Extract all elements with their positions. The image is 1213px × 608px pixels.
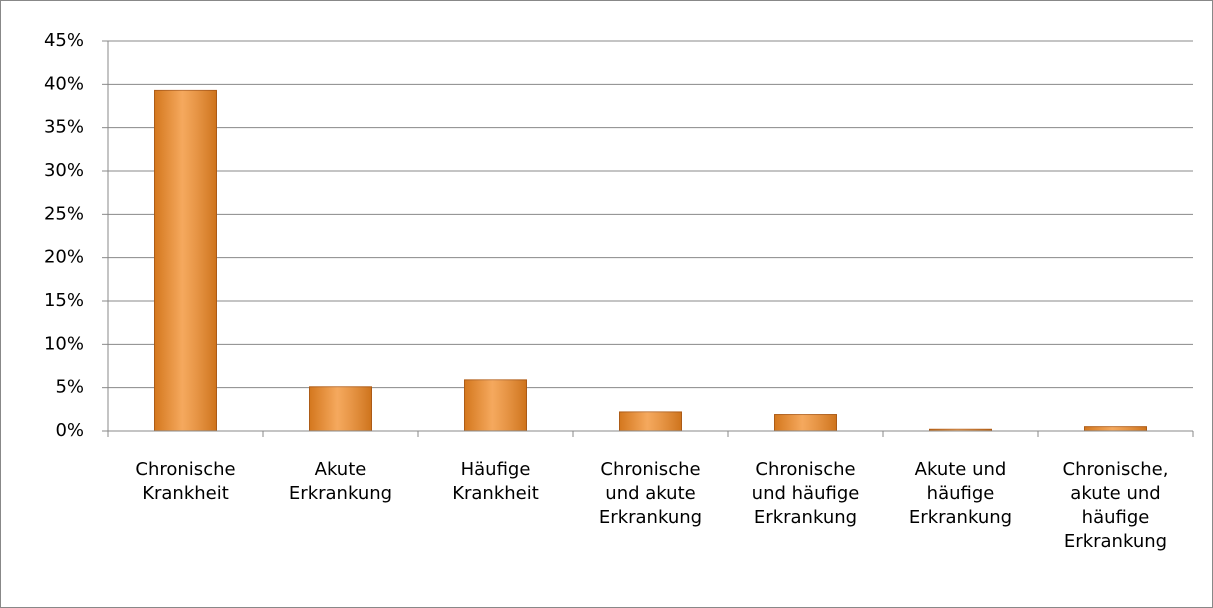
y-tick-label: 10% <box>44 333 84 354</box>
y-tick-label: 45% <box>44 30 84 51</box>
bar-shine <box>309 386 372 431</box>
bar-shine <box>154 90 217 432</box>
y-tick-label: 0% <box>55 420 84 441</box>
y-tick-label: 5% <box>55 377 84 398</box>
y-tick-label: 25% <box>44 203 84 224</box>
x-tick-label: Chronische Krankheit <box>135 459 235 504</box>
y-tick-label: 30% <box>44 160 84 181</box>
x-tick-label: Akute Erkrankung <box>289 459 392 504</box>
y-tick-label: 20% <box>44 247 84 268</box>
bar-shine <box>1084 426 1147 431</box>
x-tick-label: Chronische, akute und häufige Erkrankung <box>1063 459 1169 552</box>
x-tick-label: Chronische und akute Erkrankung <box>599 459 702 528</box>
bar-shine <box>619 411 682 431</box>
y-tick-label: 15% <box>44 290 84 311</box>
bar-shine <box>929 429 992 431</box>
bar-shine <box>774 414 837 431</box>
y-tick-label: 35% <box>44 117 84 138</box>
y-tick-label: 40% <box>44 73 84 94</box>
bar-shine <box>464 379 527 431</box>
x-tick-label: Häufige Krankheit <box>452 459 539 504</box>
x-tick-label: Chronische und häufige Erkrankung <box>752 459 860 528</box>
x-tick-label: Akute und häufige Erkrankung <box>909 459 1012 528</box>
